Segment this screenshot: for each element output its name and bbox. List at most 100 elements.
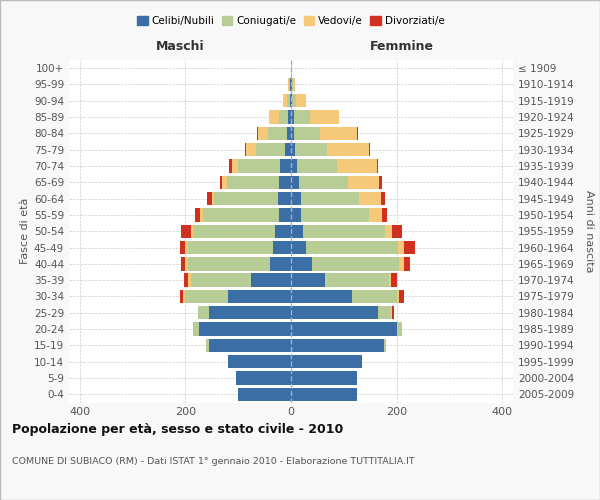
Y-axis label: Fasce di età: Fasce di età (20, 198, 30, 264)
Bar (291, 192, 301, 205)
Bar (379, 176, 382, 189)
Bar (290, 94, 291, 108)
Bar (193, 224, 275, 238)
Bar (283, 94, 287, 108)
Bar (203, 208, 280, 222)
Bar (256, 143, 284, 156)
Bar (291, 338, 383, 352)
Bar (181, 224, 191, 238)
Bar (327, 143, 369, 156)
Bar (310, 110, 338, 124)
Bar (208, 192, 212, 205)
Bar (352, 290, 397, 303)
Bar (227, 176, 280, 189)
Bar (291, 372, 357, 384)
Bar (385, 224, 392, 238)
Bar (269, 110, 279, 124)
Bar (291, 322, 397, 336)
Bar (191, 224, 193, 238)
Bar (222, 176, 227, 189)
Bar (206, 338, 209, 352)
Bar (293, 110, 310, 124)
Bar (185, 257, 188, 270)
Bar (404, 257, 410, 270)
Bar (291, 176, 299, 189)
Bar (272, 241, 291, 254)
Bar (337, 160, 377, 172)
Bar (257, 126, 258, 140)
Bar (287, 94, 290, 108)
Bar (398, 241, 404, 254)
Text: Femmine: Femmine (370, 40, 434, 52)
Bar (400, 257, 404, 270)
Bar (291, 306, 378, 320)
Bar (291, 241, 306, 254)
Text: COMUNE DI SUBIACO (RM) - Dati ISTAT 1° gennaio 2010 - Elaborazione TUTTITALIA.IT: COMUNE DI SUBIACO (RM) - Dati ISTAT 1° g… (12, 458, 415, 466)
Bar (214, 192, 278, 205)
Bar (280, 208, 291, 222)
Bar (268, 126, 287, 140)
Bar (280, 176, 291, 189)
Bar (289, 110, 291, 124)
Bar (359, 192, 381, 205)
Bar (378, 306, 391, 320)
Bar (391, 274, 397, 287)
Bar (232, 160, 238, 172)
Bar (389, 274, 391, 287)
Bar (291, 110, 293, 124)
Bar (284, 143, 291, 156)
Bar (397, 322, 402, 336)
Bar (391, 306, 392, 320)
Bar (291, 126, 293, 140)
Bar (287, 126, 291, 140)
Bar (180, 241, 185, 254)
Bar (301, 208, 369, 222)
Bar (298, 160, 337, 172)
Bar (301, 192, 359, 205)
Bar (229, 160, 232, 172)
Bar (200, 208, 203, 222)
Bar (291, 290, 352, 303)
Bar (185, 290, 227, 303)
Text: Maschi: Maschi (155, 40, 205, 52)
Bar (383, 338, 386, 352)
Bar (357, 126, 358, 140)
Bar (291, 208, 301, 222)
Bar (292, 94, 296, 108)
Bar (400, 290, 404, 303)
Bar (325, 274, 389, 287)
Bar (289, 78, 290, 91)
Bar (392, 306, 394, 320)
Bar (369, 208, 382, 222)
Bar (199, 322, 291, 336)
Bar (278, 192, 291, 205)
Bar (235, 372, 291, 384)
Bar (182, 290, 185, 303)
Bar (199, 306, 209, 320)
Bar (291, 388, 357, 401)
Text: Popolazione per età, sesso e stato civile - 2010: Popolazione per età, sesso e stato civil… (12, 422, 343, 436)
Bar (291, 257, 312, 270)
Bar (245, 143, 246, 156)
Bar (291, 355, 362, 368)
Bar (184, 274, 188, 287)
Bar (193, 322, 199, 336)
Bar (238, 160, 280, 172)
Bar (291, 62, 292, 75)
Bar (299, 176, 347, 189)
Bar (295, 143, 327, 156)
Legend: Celibi/Nubili, Coniugati/e, Vedovi/e, Divorziati/e: Celibi/Nubili, Coniugati/e, Vedovi/e, Di… (133, 12, 449, 30)
Bar (185, 241, 188, 254)
Bar (381, 192, 385, 205)
Y-axis label: Anni di nascita: Anni di nascita (584, 190, 594, 272)
Bar (270, 257, 291, 270)
Bar (291, 160, 298, 172)
Bar (227, 290, 291, 303)
Bar (188, 241, 272, 254)
Bar (302, 224, 385, 238)
Bar (258, 126, 268, 140)
Bar (279, 110, 289, 124)
Bar (227, 355, 291, 368)
Bar (293, 126, 320, 140)
Bar (291, 224, 302, 238)
